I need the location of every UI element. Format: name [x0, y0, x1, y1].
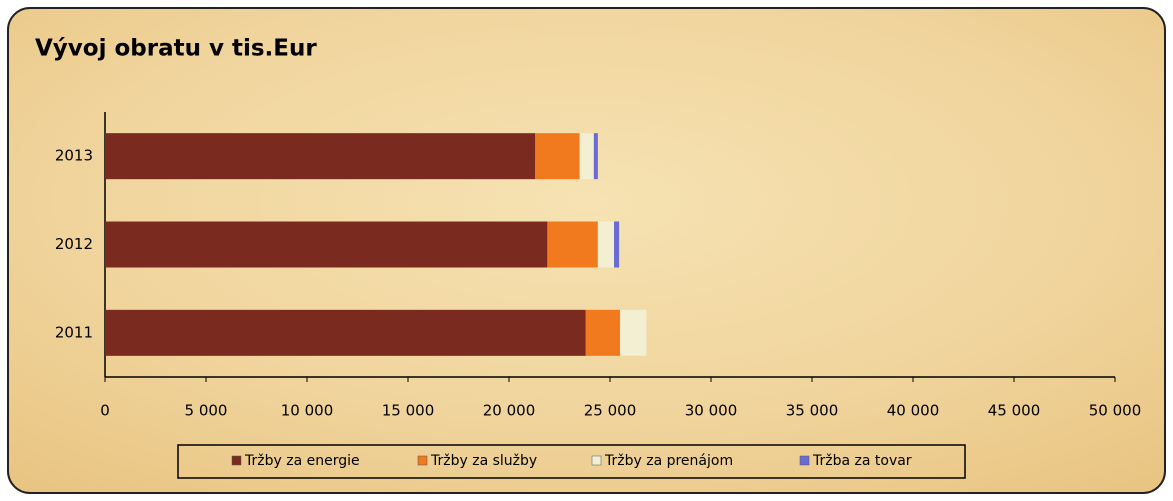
y-tick-label: 2011 [55, 323, 93, 341]
bar-segment [597, 221, 615, 268]
x-tick-label: 15 000 [382, 402, 435, 420]
legend-swatch [799, 455, 810, 466]
bar-segment [614, 221, 620, 268]
legend-swatch [231, 455, 242, 466]
bar-segment [535, 133, 580, 180]
legend-label: Tržby za služby [430, 453, 537, 469]
legend-label: Tržby za prenájom [604, 453, 733, 469]
legend-swatch [417, 455, 428, 466]
x-tick-label: 20 000 [483, 402, 536, 420]
bar-segment [105, 221, 548, 268]
bar-segment [547, 221, 598, 268]
legend-label: Tržba za tovar [812, 453, 912, 469]
chart-title: Vývoj obratu v tis.Eur [35, 36, 317, 62]
legend-swatch [591, 455, 602, 466]
legend-label: Tržby za energie [244, 453, 360, 469]
x-tick-label: 0 [100, 402, 110, 420]
x-tick-label: 50 000 [1089, 402, 1142, 420]
bar-segment [579, 133, 594, 180]
legend-box [177, 444, 966, 479]
y-tick-label: 2013 [55, 147, 93, 165]
x-tick-label: 25 000 [584, 402, 637, 420]
x-tick-label: 5 000 [185, 402, 228, 420]
x-tick-label: 35 000 [786, 402, 839, 420]
bar-segment [105, 133, 536, 180]
bar-segment [593, 133, 598, 180]
x-tick-label: 10 000 [281, 402, 334, 420]
bar-segment [585, 309, 621, 356]
x-tick-label: 40 000 [887, 402, 940, 420]
bar-segment [105, 309, 586, 356]
x-tick-label: 30 000 [685, 402, 738, 420]
y-tick-label: 2012 [55, 235, 93, 253]
bar-segment [620, 309, 647, 356]
x-tick-label: 45 000 [988, 402, 1041, 420]
